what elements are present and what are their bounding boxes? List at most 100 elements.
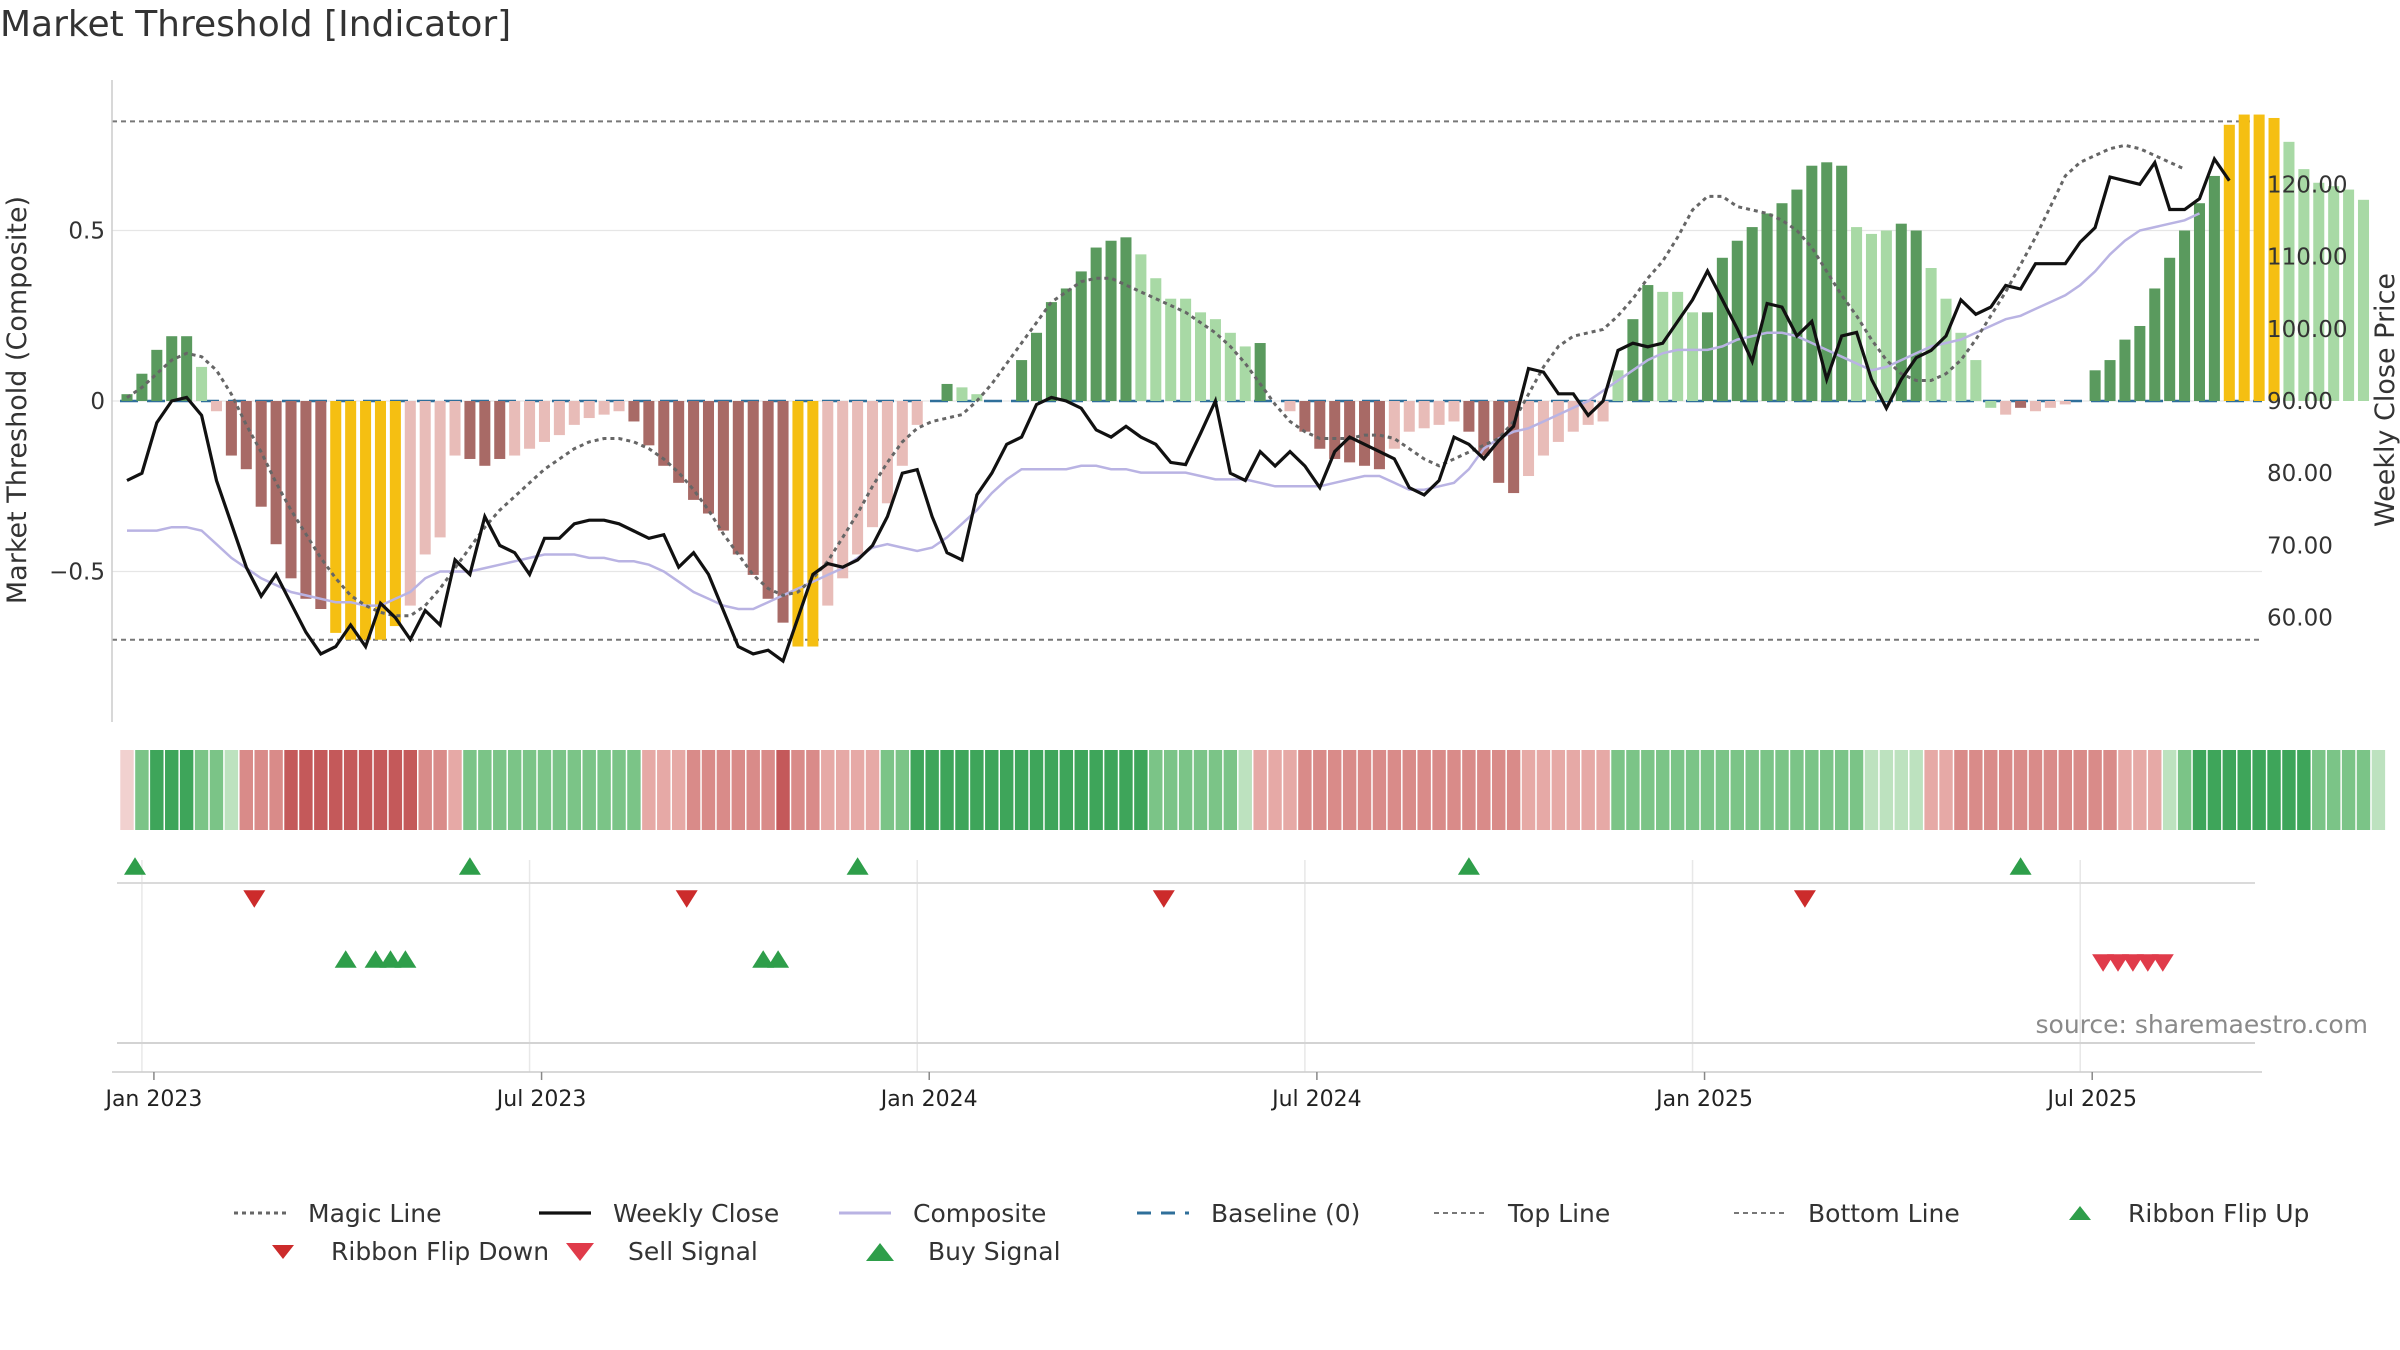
histogram-bar — [2238, 114, 2250, 401]
ribbon-cell — [1163, 750, 1178, 830]
ribbon-cell — [537, 750, 552, 830]
histogram-bar — [374, 401, 386, 640]
ribbon-flip-down-marker — [675, 890, 698, 908]
histogram-bar — [479, 401, 491, 466]
ribbon-cell — [2312, 750, 2326, 830]
histogram-bar — [1687, 312, 1699, 401]
histogram-bar — [2253, 114, 2265, 401]
ribbon-cell — [2341, 750, 2356, 830]
ribbon-cell — [1238, 750, 1252, 830]
ribbon-cell — [135, 750, 149, 830]
ribbon-cell — [925, 750, 939, 830]
legend-item-buy: Buy Signal — [850, 1233, 1061, 1269]
histogram-bar — [1388, 401, 1400, 449]
ribbon-cell — [761, 750, 775, 830]
histogram-bar — [1940, 298, 1952, 401]
histogram-bar — [1463, 401, 1475, 432]
ribbon-cell — [716, 750, 731, 830]
ribbon-cell — [671, 750, 686, 830]
sell-signal-marker — [2107, 954, 2129, 972]
ribbon-cell — [2103, 750, 2117, 830]
legend-item-top: Top Line — [1430, 1195, 1610, 1231]
ribbon-cell — [1313, 750, 1327, 830]
ribbon-cell — [1044, 750, 1059, 830]
histogram-bar — [166, 336, 178, 401]
legend-swatch-top — [1430, 1203, 1490, 1223]
ribbon-cell — [1924, 750, 1938, 830]
x-tick-label: Jul 2024 — [1270, 1087, 1362, 1112]
source-note: source: sharemaestro.com — [2035, 1010, 2369, 1039]
histogram-bar — [1508, 401, 1520, 494]
histogram-bar — [1627, 319, 1639, 401]
ribbon-cell — [2148, 750, 2162, 830]
ribbon-cell — [835, 750, 850, 830]
legend-item-flipup: Ribbon Flip Up — [2050, 1195, 2309, 1231]
legend-label: Weekly Close — [613, 1198, 780, 1228]
histogram-bar — [1180, 298, 1192, 401]
histogram-bar — [1552, 401, 1564, 442]
ribbon-cell — [2073, 750, 2087, 830]
histogram-bar — [1880, 230, 1892, 401]
ribbon-cell — [1357, 750, 1372, 830]
right-tick-label: 70.00 — [2267, 533, 2333, 559]
histogram-bar — [1851, 227, 1863, 401]
ribbon-cell — [1387, 750, 1402, 830]
buy-signal-marker — [379, 950, 402, 968]
legend-item-sell: Sell Signal — [550, 1233, 758, 1269]
ribbon-cell — [2222, 750, 2237, 830]
histogram-bar — [151, 349, 163, 401]
histogram-bar — [538, 401, 550, 442]
trend-ribbon — [120, 750, 2386, 830]
ribbon-cell — [1879, 750, 1894, 830]
histogram-bar — [911, 401, 923, 425]
ribbon-cell — [493, 750, 507, 830]
histogram-bar — [1359, 401, 1371, 466]
sell-signal-marker — [2092, 954, 2115, 972]
x-tick-label: Jan 2024 — [879, 1087, 978, 1112]
histogram-bar — [673, 401, 685, 483]
buy-signal-marker — [767, 950, 790, 968]
ribbon-cell — [1089, 750, 1103, 830]
ribbon-cell — [2267, 750, 2281, 830]
ribbon-cell — [582, 750, 596, 830]
ribbon-cell — [1298, 750, 1312, 830]
ribbon-cell — [686, 750, 701, 830]
ribbon-cell — [1477, 750, 1491, 830]
histogram-bar — [717, 401, 729, 531]
histogram-bar — [2193, 203, 2206, 401]
histogram-bar — [1955, 332, 1967, 401]
ribbon-cell — [2133, 750, 2147, 830]
ribbon-cell — [2028, 750, 2043, 830]
ribbon-cell — [418, 750, 432, 830]
histogram-bar — [2044, 401, 2056, 408]
ribbon-cell — [179, 750, 194, 830]
legend-item-weekly: Weekly Close — [535, 1195, 779, 1231]
ribbon-cell — [642, 750, 656, 830]
buy-signal-marker — [394, 950, 417, 968]
histogram-bar — [1746, 227, 1758, 401]
ribbon-cell — [1402, 750, 1416, 830]
ribbon-cell — [657, 750, 671, 830]
ribbon-cell — [1998, 750, 2013, 830]
ribbon-cell — [612, 750, 626, 830]
ribbon-cell — [1641, 750, 1655, 830]
ribbon-cell — [2326, 750, 2341, 830]
legend-swatch-buy — [850, 1241, 910, 1261]
legend-swatch-baseline — [1133, 1203, 1193, 1223]
histogram-bar — [1150, 278, 1162, 401]
legend-swatch-sell — [550, 1241, 610, 1261]
ribbon-cell — [2088, 750, 2102, 830]
ribbon-cell — [2371, 750, 2386, 830]
legend-label: Bottom Line — [1808, 1198, 1960, 1228]
ribbon-cell — [2356, 750, 2371, 830]
histogram-bar — [404, 401, 416, 606]
histogram-bar — [2089, 370, 2101, 401]
ribbon-cell — [1328, 750, 1342, 830]
legend-item-bottom: Bottom Line — [1730, 1195, 1960, 1231]
ribbon-cell — [2237, 750, 2251, 830]
ribbon-cell — [1208, 750, 1223, 830]
x-tick-label: Jul 2025 — [2045, 1087, 2137, 1112]
histogram-bar — [1373, 401, 1385, 470]
histogram-bar — [1701, 312, 1713, 401]
histogram-bar — [628, 401, 640, 422]
